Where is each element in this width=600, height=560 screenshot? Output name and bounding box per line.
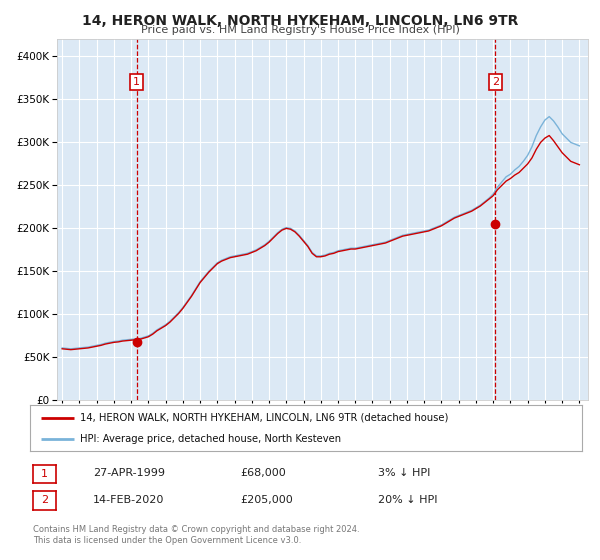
Text: £68,000: £68,000 [240, 468, 286, 478]
Text: 3% ↓ HPI: 3% ↓ HPI [378, 468, 430, 478]
Text: 14, HERON WALK, NORTH HYKEHAM, LINCOLN, LN6 9TR (detached house): 14, HERON WALK, NORTH HYKEHAM, LINCOLN, … [80, 413, 448, 423]
Text: 14, HERON WALK, NORTH HYKEHAM, LINCOLN, LN6 9TR: 14, HERON WALK, NORTH HYKEHAM, LINCOLN, … [82, 14, 518, 28]
Text: 20% ↓ HPI: 20% ↓ HPI [378, 494, 437, 505]
Text: £205,000: £205,000 [240, 494, 293, 505]
Text: 1: 1 [133, 77, 140, 87]
Text: 27-APR-1999: 27-APR-1999 [93, 468, 165, 478]
Text: Price paid vs. HM Land Registry's House Price Index (HPI): Price paid vs. HM Land Registry's House … [140, 25, 460, 35]
Text: Contains HM Land Registry data © Crown copyright and database right 2024.
This d: Contains HM Land Registry data © Crown c… [33, 525, 359, 545]
Text: HPI: Average price, detached house, North Kesteven: HPI: Average price, detached house, Nort… [80, 435, 341, 444]
Text: 14-FEB-2020: 14-FEB-2020 [93, 494, 164, 505]
Text: 2: 2 [41, 496, 48, 505]
Text: 2: 2 [491, 77, 499, 87]
Text: 1: 1 [41, 469, 48, 479]
